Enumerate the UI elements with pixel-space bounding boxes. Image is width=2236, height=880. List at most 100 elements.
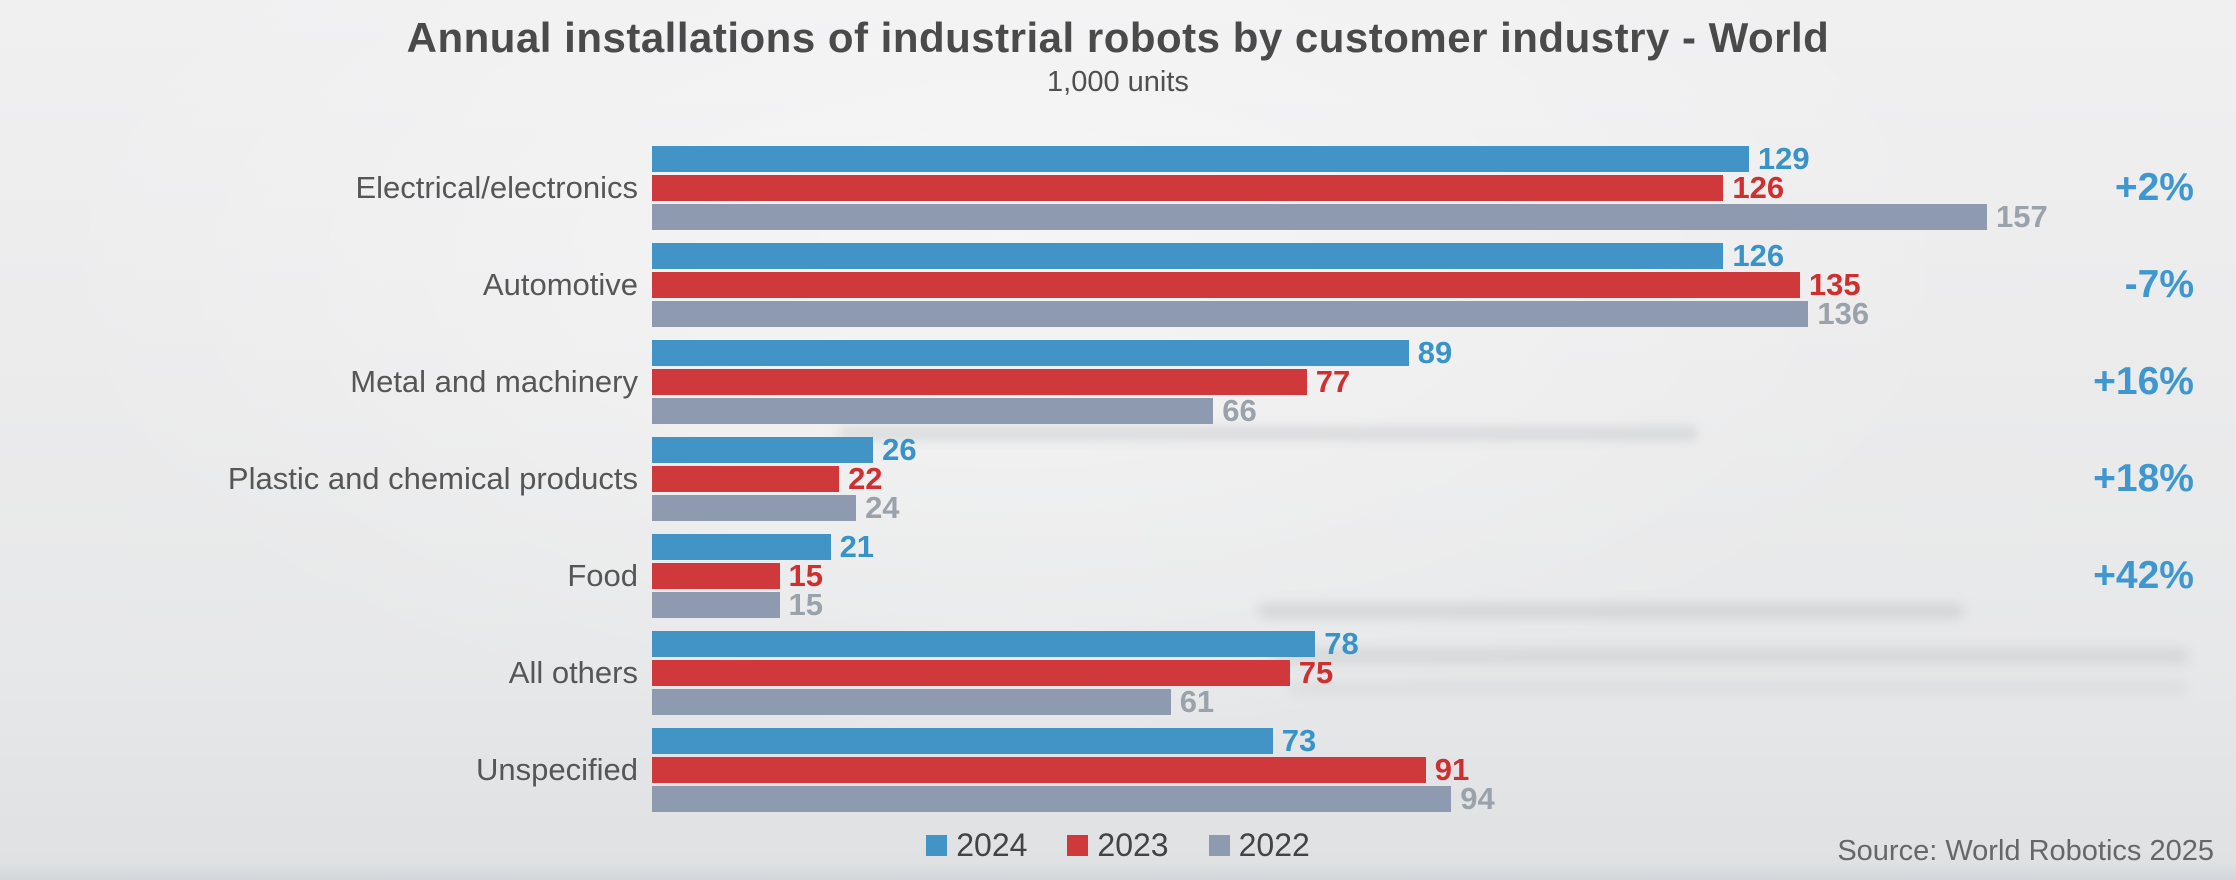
bar-line-2023: 15 [652,558,874,593]
bar-2022 [652,398,1214,424]
source-note: Source: World Robotics 2025 [1837,835,2214,867]
bar-2022 [652,495,857,521]
bar-group: 26 22 24 [652,432,917,525]
value-label-2022: 66 [1222,393,1257,428]
bar-2024 [652,437,874,463]
legend-label: 2022 [1238,827,1310,863]
bar-2022 [652,786,1452,812]
legend-swatch-icon [1067,835,1089,856]
bar-line-2022: 136 [652,296,1870,331]
value-label-2023: 126 [1732,170,1785,205]
value-label-2024: 78 [1324,626,1359,661]
value-label-2023: 75 [1298,655,1334,690]
bar-group: 129 126 157 [652,141,2048,234]
bar-group: 73 91 94 [652,723,1495,814]
bar-2024 [652,631,1316,657]
bar-2023 [652,175,1724,201]
yoy-change-label: -7% [2124,263,2194,306]
category-label: Unspecified [476,752,638,787]
value-label-2024: 126 [1732,238,1785,273]
bar-line-2024: 73 [652,723,1495,758]
value-label-2024: 129 [1757,141,1810,176]
category-label: Automotive [482,267,638,302]
bar-line-2022: 15 [652,587,874,622]
legend-swatch-icon [1208,835,1230,856]
bar-line-2023: 91 [652,752,1495,787]
chart-row: Electrical/electronics 129 126 157 +2% [0,141,2236,234]
value-label-2023: 135 [1808,267,1861,302]
value-label-2022: 24 [865,490,900,525]
legend-swatch-icon [926,835,948,856]
bar-2023 [652,757,1426,783]
chart-row: Metal and machinery 89 77 66 +16% [0,335,2236,428]
chart-row: Automotive 126 135 136 -7% [0,238,2236,331]
category-label: All others [508,655,638,690]
chart-row: All others 78 75 61 [0,626,2236,719]
bar-group: 21 15 15 [652,529,875,622]
value-label-2024: 89 [1417,335,1453,370]
bar-chart: Electrical/electronics 129 126 157 +2% Automo… [0,141,2236,825]
bar-line-2024: 21 [652,529,875,564]
yoy-change-label: +16% [2093,360,2194,403]
bar-2024 [652,728,1273,754]
value-label-2024: 21 [839,529,875,564]
bar-2024 [652,534,831,560]
bar-group: 78 75 61 [652,626,1359,719]
bar-line-2024: 126 [652,238,1869,273]
bar-2023 [652,466,840,492]
bar-line-2022: 94 [652,783,1495,814]
bar-2022 [652,592,780,618]
bar-line-2023: 126 [652,170,2048,205]
category-label: Electrical/electronics [355,170,638,205]
bar-group: 89 77 66 [652,335,1453,428]
value-label-2024: 73 [1281,723,1317,758]
bar-2023 [652,563,780,589]
chart-row: Plastic and chemical products 26 22 24 +18% [0,432,2236,525]
bar-line-2024: 78 [652,626,1359,661]
bar-2023 [652,369,1307,395]
bar-line-2022: 157 [652,199,2048,234]
bar-group: 126 135 136 [652,238,1870,331]
bar-line-2023: 77 [652,364,1452,399]
bar-line-2024: 89 [652,335,1453,370]
bar-line-2022: 24 [652,490,917,525]
value-label-2023: 15 [788,558,824,593]
yoy-change-label: +18% [2093,457,2194,500]
value-label-2023: 91 [1434,752,1470,787]
bar-2024 [652,243,1724,269]
bar-2022 [652,301,1809,327]
bar-line-2023: 135 [652,267,1869,302]
bar-2023 [652,272,1800,298]
bar-line-2023: 75 [652,655,1359,690]
bar-2024 [652,146,1749,172]
value-label-2022: 61 [1179,684,1215,719]
legend-item-2022: 2022 [1208,827,1310,864]
category-label: Food [567,558,638,593]
bar-2022 [652,689,1171,715]
yoy-change-label: +42% [2093,554,2194,597]
chart-title: Annual installations of industrial robot… [406,14,1830,61]
bar-2022 [652,204,1987,230]
value-label-2022: 136 [1817,296,1870,331]
legend-label: 2024 [956,827,1028,863]
bar-line-2024: 26 [652,432,917,467]
bar-2023 [652,660,1290,686]
bar-line-2022: 66 [652,393,1452,428]
value-label-2023: 22 [848,461,883,496]
value-label-2022: 157 [1996,199,2048,234]
value-label-2024: 26 [882,432,917,467]
category-label: Metal and machinery [350,364,638,399]
yoy-change-label: +2% [2114,166,2194,209]
chart-subtitle: 1,000 units [1047,66,1189,98]
chart-row: Food 21 15 15 +42% [0,529,2236,622]
bar-2024 [652,340,1409,366]
category-label: Plastic and chemical products [227,461,638,496]
bar-line-2024: 129 [652,141,2048,176]
chart-row: Unspecified 73 91 94 [0,723,2236,814]
legend-item-2024: 2024 [926,827,1027,864]
value-label-2023: 77 [1315,364,1351,399]
value-label-2022: 15 [788,587,824,622]
bar-line-2022: 61 [652,684,1359,719]
legend-item-2023: 2023 [1067,827,1169,864]
legend-label: 2023 [1097,827,1169,863]
